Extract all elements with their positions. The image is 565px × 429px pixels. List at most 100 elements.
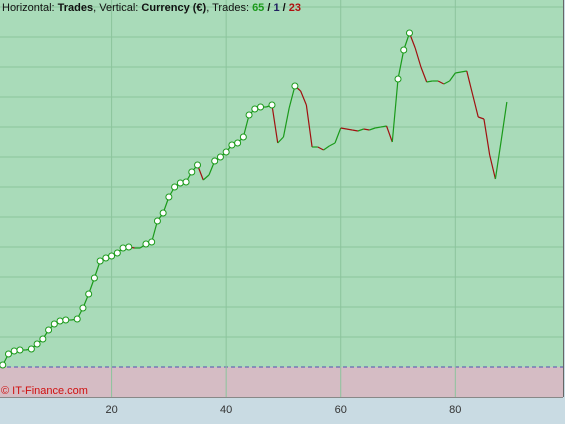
equity-segment: [397, 49, 405, 80]
new-high-marker: [56, 317, 64, 325]
equity-segment: [277, 136, 284, 144]
equity-segment: [385, 125, 393, 143]
x-tick-label: 40: [220, 404, 232, 416]
equity-segment: [202, 174, 210, 181]
new-high-marker: [62, 316, 70, 324]
new-high-marker: [102, 254, 110, 262]
equity-segment: [340, 127, 347, 130]
new-high-marker: [148, 238, 156, 246]
equity-segment: [151, 220, 158, 243]
new-high-marker: [27, 345, 35, 353]
new-high-marker: [113, 249, 121, 257]
equity-segment: [471, 93, 479, 118]
equity-segment: [391, 78, 399, 143]
equity-segment: [305, 104, 313, 148]
new-high-marker: [73, 315, 81, 323]
new-high-marker: [216, 153, 224, 161]
new-high-marker: [234, 139, 242, 147]
new-high-marker: [182, 178, 190, 186]
equity-segment: [271, 104, 279, 144]
new-high-marker: [96, 257, 104, 265]
equity-segment: [478, 116, 485, 120]
equity-segment: [500, 101, 508, 142]
equity-segment: [380, 125, 387, 128]
equity-segment: [414, 47, 422, 68]
new-high-marker: [211, 157, 219, 165]
equity-segment: [449, 72, 456, 82]
equity-segment: [455, 71, 462, 74]
title-part: /: [280, 2, 289, 14]
profit-area: [0, 0, 563, 367]
new-high-marker: [119, 244, 127, 252]
new-high-marker: [153, 217, 161, 225]
new-high-marker: [33, 340, 41, 348]
title-part: 65: [252, 2, 264, 14]
equity-segment: [483, 118, 491, 156]
new-high-marker: [16, 346, 24, 354]
title-part: Currency (€): [141, 2, 206, 14]
equity-segment: [317, 146, 324, 151]
new-high-marker: [176, 179, 184, 187]
equity-segment: [334, 127, 342, 144]
equity-segment: [288, 85, 296, 109]
title-part: /: [264, 2, 273, 14]
equity-segment: [437, 80, 445, 85]
equity-segment: [443, 80, 450, 85]
new-high-marker: [0, 361, 7, 369]
watermark: © IT-Finance.com: [1, 385, 88, 397]
new-high-marker: [188, 168, 196, 176]
title-part: Horizontal:: [2, 2, 58, 14]
new-high-marker: [39, 335, 47, 343]
new-high-marker: [394, 75, 402, 83]
new-high-marker: [165, 193, 173, 201]
x-tick-label: 80: [449, 404, 461, 416]
equity-segment: [352, 129, 359, 132]
x-tick-label: 60: [335, 404, 347, 416]
new-high-marker: [79, 304, 87, 312]
new-high-marker: [125, 243, 133, 251]
equity-segment: [346, 128, 353, 131]
new-high-marker: [45, 326, 53, 334]
new-high-marker: [142, 240, 150, 248]
new-high-marker: [90, 274, 98, 282]
new-high-marker: [405, 29, 413, 37]
title-part: , Vertical:: [93, 2, 141, 14]
title-part: Trades: [58, 2, 93, 14]
new-high-marker: [257, 103, 265, 111]
equity-segment: [242, 114, 250, 138]
new-high-marker: [245, 111, 253, 119]
new-high-marker: [239, 133, 247, 141]
new-high-marker: [159, 209, 167, 217]
equity-segment: [460, 70, 467, 73]
equity-segment: [420, 66, 428, 83]
equity-segment: [369, 127, 376, 131]
equity-segment: [282, 107, 290, 138]
new-high-marker: [194, 161, 202, 169]
new-high-marker: [10, 347, 18, 355]
equity-segment: [363, 128, 370, 131]
new-high-marker: [171, 183, 179, 191]
title-part: 1: [273, 2, 279, 14]
equity-segment: [357, 128, 364, 132]
equity-segment: [466, 70, 474, 95]
new-high-marker: [228, 141, 236, 149]
new-high-marker: [400, 46, 408, 54]
loss-area: [0, 367, 563, 397]
new-high-marker: [50, 320, 58, 328]
equity-segment: [328, 142, 336, 147]
equity-segment: [375, 126, 381, 129]
equity-segment: [300, 90, 307, 106]
chart-title: Horizontal: Trades, Vertical: Currency (…: [2, 2, 301, 14]
new-high-marker: [268, 101, 276, 109]
equity-segment: [323, 145, 330, 151]
new-high-marker: [108, 252, 116, 260]
x-tick-label: 20: [105, 404, 117, 416]
new-high-marker: [85, 290, 93, 298]
new-high-marker: [251, 105, 259, 113]
new-high-marker: [222, 148, 230, 156]
equity-segment: [494, 140, 502, 180]
title-part: , Trades:: [206, 2, 252, 14]
new-high-marker: [291, 82, 299, 90]
equity-segment: [489, 154, 496, 180]
